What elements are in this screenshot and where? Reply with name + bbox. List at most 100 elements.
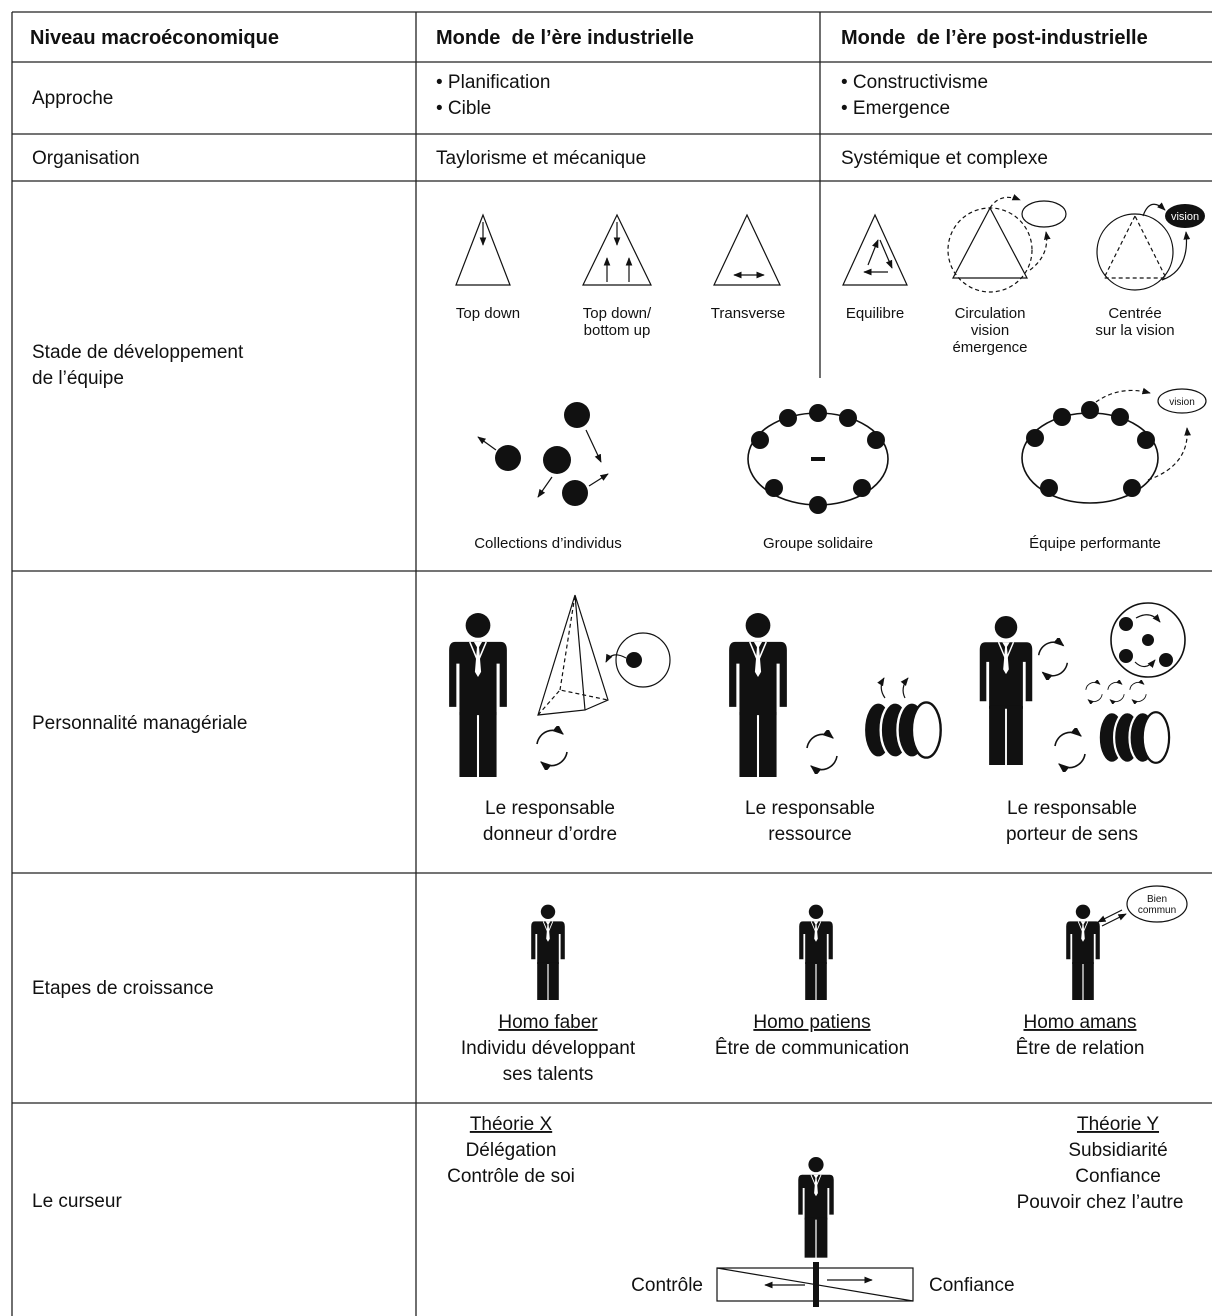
shape-label: Top down xyxy=(456,305,520,322)
manager-icons-part xyxy=(626,652,642,668)
manager-icons-part xyxy=(1055,732,1085,767)
growth-icons-part xyxy=(1097,909,1123,923)
group-icons xyxy=(477,387,1207,514)
group-icons-part xyxy=(765,479,783,497)
group-icons-part xyxy=(809,404,827,422)
shape-label: bottom up xyxy=(584,322,651,339)
manager-icons-part xyxy=(537,594,609,716)
group-icons-part xyxy=(588,473,609,487)
triangle-icons-part xyxy=(989,194,1021,209)
row-label: Stade de développement xyxy=(32,342,244,363)
group-icons-part xyxy=(779,409,797,427)
theory-line: Contrôle de soi xyxy=(447,1166,575,1187)
group-label: Collections d’individus xyxy=(474,535,622,552)
cursor-icon xyxy=(716,1156,914,1307)
stage-name: Homo patiens xyxy=(753,1012,870,1033)
manager-label: Le responsable xyxy=(1007,798,1137,819)
vision-tag: vision xyxy=(1171,211,1199,223)
manager-icons-part xyxy=(1159,653,1173,667)
group-icons-part xyxy=(564,402,590,428)
manager-icons-part xyxy=(862,701,943,759)
table-grid xyxy=(11,11,1212,1316)
manager-icons-part xyxy=(1134,659,1156,668)
bubble-text: commun xyxy=(1138,905,1176,916)
triangle-icons xyxy=(455,194,1205,293)
group-icons-part xyxy=(839,409,857,427)
shape-label: sur la vision xyxy=(1095,322,1174,339)
bubble-text: Bien xyxy=(1147,894,1167,905)
theory-line: Confiance xyxy=(1075,1166,1161,1187)
cursor-icon-part xyxy=(797,1156,835,1259)
cell-text: Taylorisme et mécanique xyxy=(436,148,646,169)
manager-icons-part xyxy=(615,632,671,688)
group-icons-part xyxy=(1053,408,1071,426)
manager-icons-part xyxy=(1130,682,1146,701)
group-icons-part xyxy=(537,476,553,498)
theory-name: Théorie X xyxy=(470,1114,553,1135)
bullet: • Constructivisme xyxy=(841,72,988,93)
manager-label: ressource xyxy=(768,824,851,845)
cursor-left: Contrôle xyxy=(631,1275,703,1296)
manager-icons-part xyxy=(900,677,909,699)
manager-icons-part xyxy=(1110,602,1186,678)
growth-icons-part xyxy=(1126,885,1188,923)
manager-label: porteur de sens xyxy=(1006,824,1138,845)
triangle-icons-part xyxy=(1142,202,1166,217)
manager-icons-part xyxy=(605,653,627,663)
stage-name: Homo amans xyxy=(1024,1012,1137,1033)
growth-icons-part xyxy=(530,904,566,1001)
manager-icons-part xyxy=(1119,617,1133,631)
triangle-icons-part xyxy=(867,239,879,266)
theory-name: Théorie Y xyxy=(1077,1114,1159,1135)
group-icons-part xyxy=(751,431,769,449)
manager-icons xyxy=(448,594,1186,777)
bullet: • Emergence xyxy=(841,98,950,119)
triangle-icons-part xyxy=(952,206,1028,279)
triangle-icons-part xyxy=(1161,231,1191,281)
triangle-icons-part xyxy=(1103,214,1167,279)
shape-label: Equilibre xyxy=(846,305,904,322)
triangle-icons-part xyxy=(1096,213,1174,291)
growth-icons xyxy=(530,885,1188,1001)
row-label: de l’équipe xyxy=(32,368,124,389)
theory-line: Délégation xyxy=(466,1140,557,1161)
group-icons-part xyxy=(853,479,871,497)
stage-desc: Être de communication xyxy=(715,1037,909,1059)
group-icons-part xyxy=(1095,387,1151,403)
manager-icons-part xyxy=(1135,614,1161,623)
theory-line: Subsidiarité xyxy=(1068,1140,1167,1161)
shape-label: Circulation xyxy=(955,305,1026,322)
row-label: Approche xyxy=(32,88,113,109)
header-cell: Niveau macroéconomique xyxy=(30,27,279,49)
manager-icons-part xyxy=(1108,682,1124,701)
header-cell: Monde de l’ère post-industrielle xyxy=(841,27,1148,49)
group-icons-part xyxy=(809,496,827,514)
shape-label: Centrée xyxy=(1108,305,1161,322)
manager-icons-part xyxy=(807,734,837,769)
triangle-icons-part xyxy=(455,213,511,286)
group-icons-part xyxy=(1123,479,1141,497)
manager-icons-part xyxy=(728,612,788,777)
growth-icons-part xyxy=(1101,913,1127,927)
shape-label: Transverse xyxy=(711,305,785,322)
triangle-icons-part xyxy=(1021,200,1067,228)
manager-icons-part xyxy=(978,615,1034,765)
manager-icons-part xyxy=(1086,682,1102,701)
bullet: • Cible xyxy=(436,98,491,119)
cursor-right: Confiance xyxy=(929,1275,1015,1296)
group-icons-part xyxy=(1081,401,1099,419)
group-icons-part xyxy=(562,480,588,506)
bullet: • Planification xyxy=(436,72,550,93)
triangle-icons-part xyxy=(713,213,781,286)
growth-icons-part xyxy=(1065,904,1101,1001)
group-icons-part xyxy=(1040,479,1058,497)
stage-desc: ses talents xyxy=(503,1064,594,1085)
manager-icons-part xyxy=(1142,634,1154,646)
theory-line: Pouvoir chez l’autre xyxy=(1017,1192,1184,1213)
manager-icons-part xyxy=(1097,711,1171,764)
group-icons-part xyxy=(1137,431,1155,449)
manager-label: Le responsable xyxy=(485,798,615,819)
row-label: Etapes de croissance xyxy=(32,978,214,999)
